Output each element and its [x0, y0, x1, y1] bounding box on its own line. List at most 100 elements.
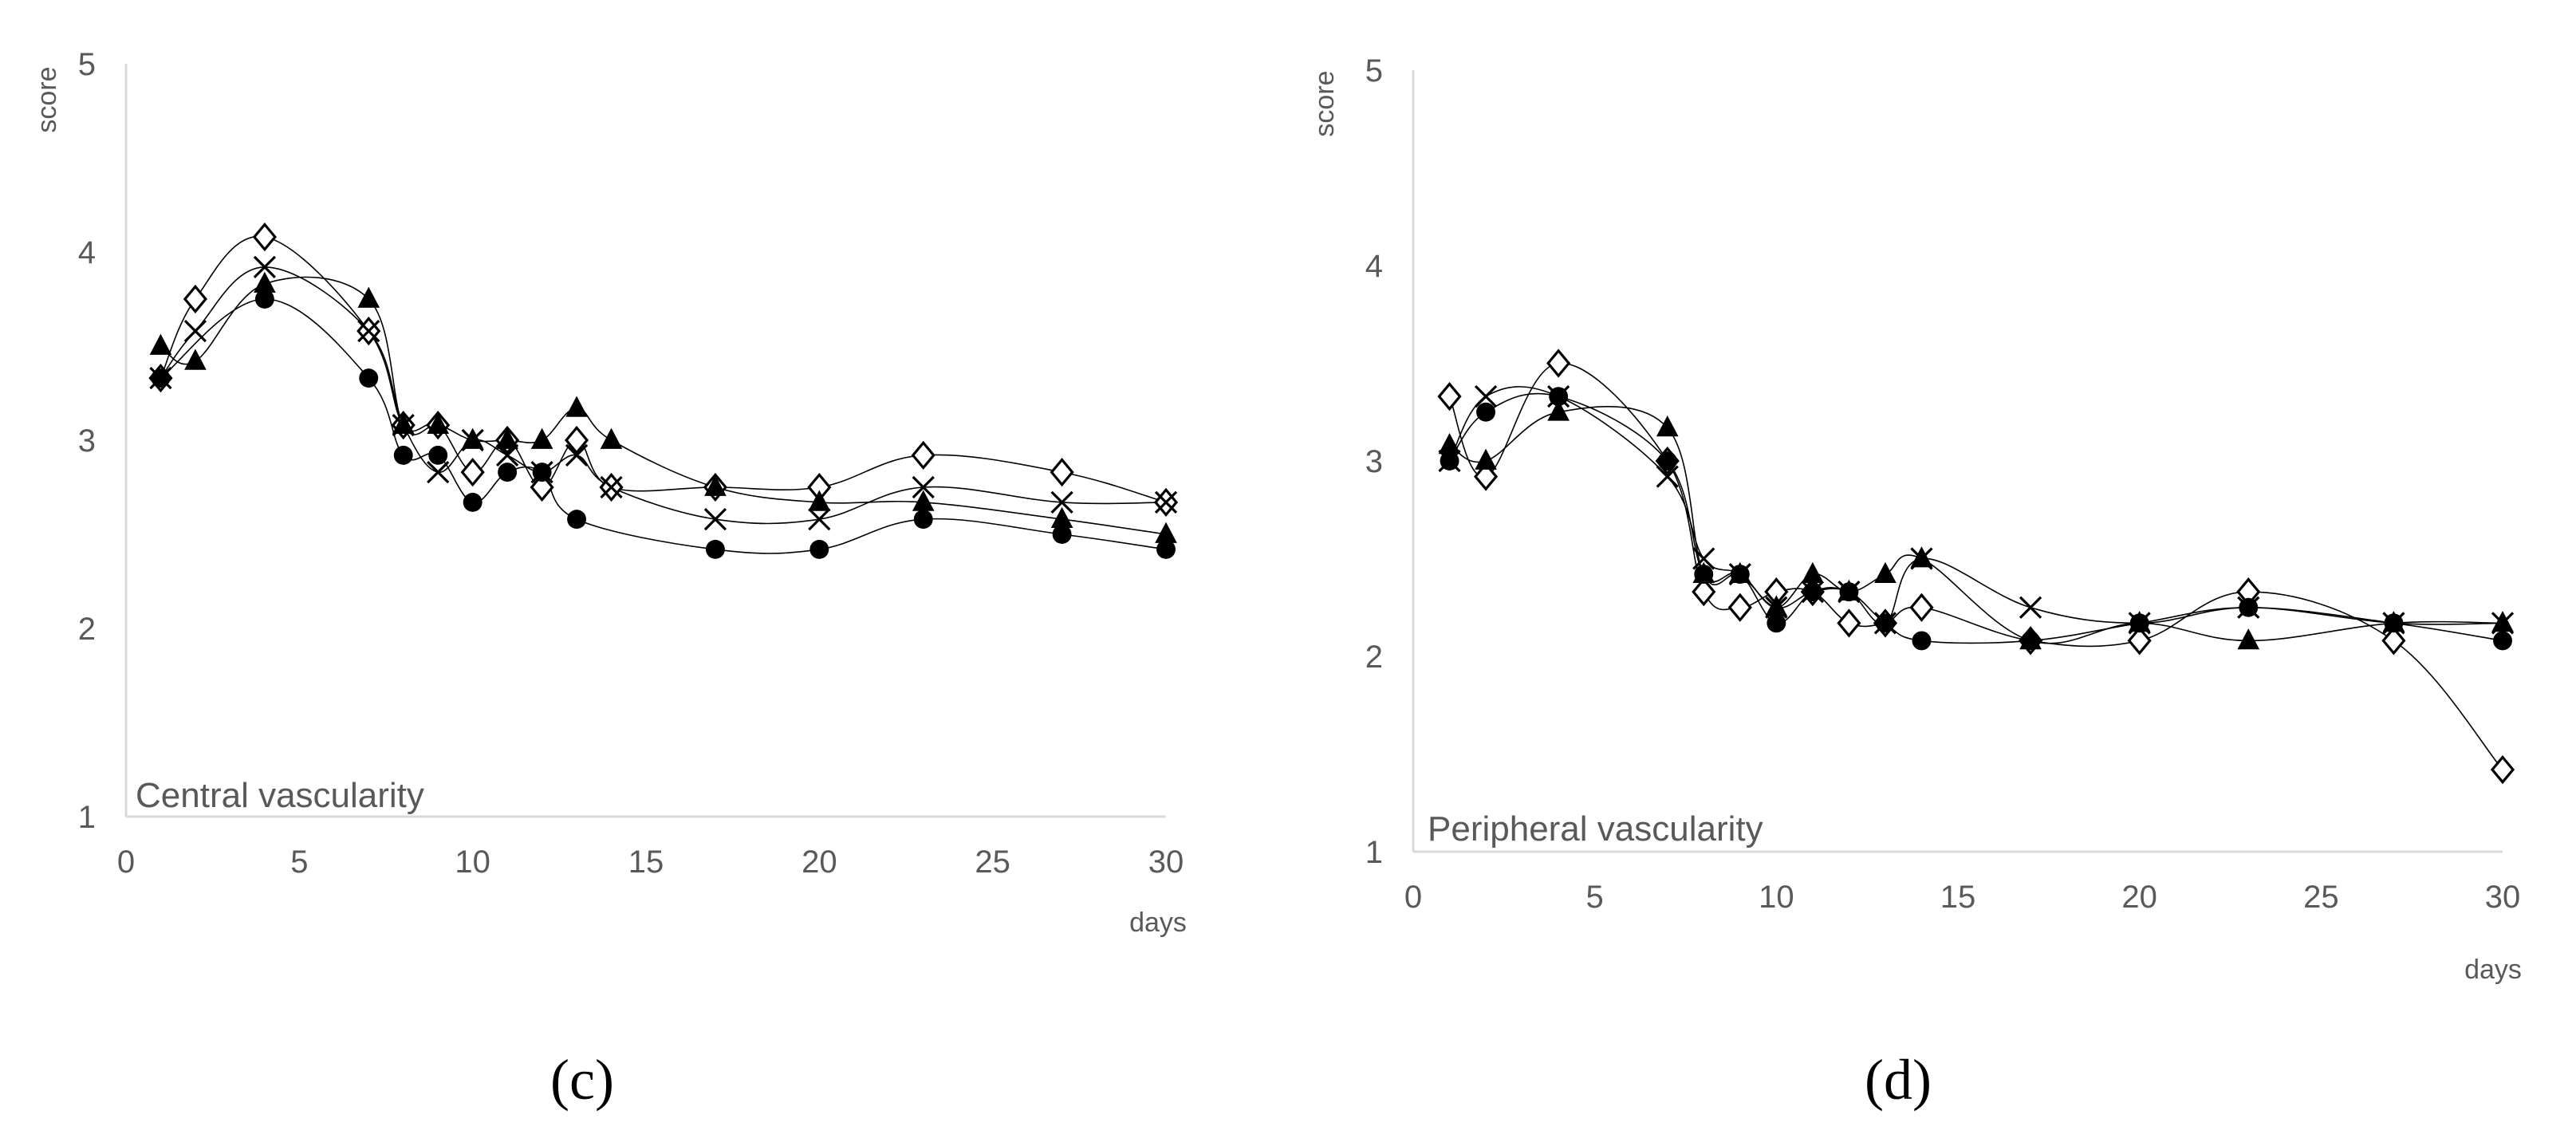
data-point-diamond: [2127, 626, 2152, 656]
data-point-diamond: [460, 458, 485, 487]
data-point-circle: [151, 368, 171, 388]
data-point-diamond: [1437, 382, 1462, 411]
data-point-diamond: [530, 472, 554, 502]
data-point-circle: [1156, 539, 1176, 559]
data-point-circle: [1802, 582, 1822, 602]
x-tick-label: 5: [1586, 880, 1604, 915]
y-tick-label: 2: [1365, 640, 1383, 675]
data-point-diamond: [1692, 577, 1716, 607]
data-point-diamond: [1727, 593, 1752, 622]
data-point-circle: [393, 445, 413, 465]
x-tick-labels: 0 5 10 15 20 25 30: [117, 845, 1184, 880]
data-point-circle: [2493, 631, 2512, 651]
data-point-x: [357, 319, 380, 343]
data-point-diamond: [1050, 458, 1074, 487]
data-point-triangle: [184, 348, 207, 370]
data-point-triangle: [1802, 561, 1824, 583]
data-point-circle: [913, 510, 933, 530]
data-point-diamond: [2381, 626, 2406, 656]
data-point-x: [1154, 490, 1178, 514]
data-point-circle: [1912, 631, 1932, 651]
x-axis-title: days: [2464, 955, 2522, 985]
y-axis-title: score: [32, 66, 62, 132]
data-point-diamond: [564, 425, 589, 455]
chart-peripheral-vascularity: 1 2 3 4 5 0 5 10 15 20 25 30 score days Peripheral…: [1310, 53, 2522, 1112]
x-tick-label: 0: [117, 845, 135, 880]
y-tick-label: 3: [1365, 444, 1383, 479]
data-point-circle: [1730, 565, 1750, 585]
chart-central-vascularity: 1 2 3 4 5 0 5 10 15 20 25 30 score days Central va…: [32, 47, 1187, 1112]
x-tick-label: 25: [975, 845, 1010, 880]
data-point-circle: [498, 463, 518, 482]
data-point-circle: [2129, 613, 2149, 633]
y-tick-label: 1: [1365, 835, 1383, 870]
series-line-circle: [160, 298, 1167, 554]
data-point-triangle: [1656, 415, 1679, 437]
data-point-circle: [2384, 613, 2404, 633]
x-tick-label: 20: [802, 845, 837, 880]
series-line-x: [1448, 386, 2503, 625]
x-tick-label: 25: [2303, 880, 2339, 915]
data-point-circle: [463, 492, 483, 512]
data-point-circle: [2021, 631, 2041, 651]
series-line-triangle: [1449, 406, 2503, 644]
data-point-triangle: [1910, 546, 1933, 568]
data-point-x: [183, 319, 207, 343]
data-point-diamond: [1909, 593, 1934, 622]
data-point-circle: [809, 539, 829, 559]
data-point-triangle: [496, 427, 518, 449]
data-point-triangle: [1475, 448, 1497, 470]
data-point-circle: [532, 463, 552, 482]
data-point-x: [912, 475, 935, 499]
y-tick-label: 5: [1365, 53, 1383, 89]
data-point-circle: [428, 445, 448, 465]
data-point-circle: [1767, 613, 1786, 633]
data-point-triangle: [808, 490, 831, 511]
chart-title: Central vascularity: [136, 776, 424, 815]
x-axis-title: days: [1129, 908, 1187, 938]
data-point-circle: [1694, 565, 1714, 585]
series-line-diamond: [1448, 362, 2503, 770]
data-point-diamond: [1473, 462, 1499, 491]
y-tick-label: 3: [78, 423, 96, 459]
data-point-circle: [1476, 402, 1496, 422]
y-tick-labels: 1 2 3 4 5: [1365, 53, 1383, 870]
data-point-triangle: [704, 474, 727, 496]
x-tick-label: 30: [2485, 880, 2521, 915]
data-point-triangle: [1874, 561, 1897, 583]
data-point-circle: [1440, 451, 1459, 471]
x-tick-label: 5: [290, 845, 308, 880]
x-tick-label: 20: [2121, 880, 2157, 915]
data-point-x: [1692, 547, 1715, 570]
data-point-x: [1050, 490, 1073, 514]
x-tick-label: 30: [1148, 845, 1184, 880]
data-point-triangle: [392, 412, 415, 435]
data-point-triangle: [149, 333, 172, 355]
series-line-diamond: [160, 235, 1167, 503]
panel-label: (c): [550, 1048, 614, 1112]
chart-title: Peripheral vascularity: [1428, 809, 1763, 849]
data-point-triangle: [530, 427, 553, 449]
series-group: [1437, 348, 2515, 785]
data-point-circle: [1875, 613, 1895, 633]
data-point-triangle: [600, 427, 623, 449]
y-tick-label: 5: [78, 47, 96, 82]
y-tick-label: 1: [78, 800, 96, 835]
data-point-circle: [359, 368, 379, 388]
data-point-circle: [1549, 387, 1569, 407]
data-point-circle: [1839, 582, 1859, 602]
data-point-x: [703, 507, 727, 531]
panel-label: (d): [1865, 1048, 1932, 1112]
data-point-triangle: [461, 427, 484, 449]
data-point-triangle: [427, 412, 450, 435]
x-tick-labels: 0 5 10 15 20 25 30: [1404, 880, 2520, 915]
data-point-x: [1656, 465, 1679, 488]
x-tick-label: 10: [455, 845, 490, 880]
data-point-circle: [1657, 451, 1677, 471]
series-group: [148, 222, 1179, 559]
data-point-circle: [567, 510, 587, 530]
data-point-x: [1474, 385, 1498, 408]
data-point-diamond: [1837, 608, 1861, 638]
series-line-x: [160, 266, 1167, 525]
